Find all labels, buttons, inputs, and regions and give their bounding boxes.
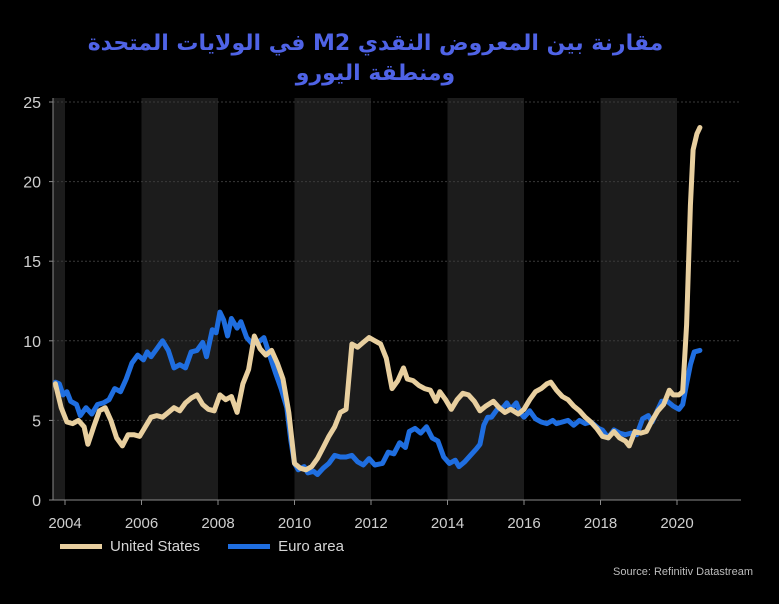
legend-swatch-us (60, 544, 102, 549)
chart-title-line-1: مقارنة بين المعروض النقدي M2 في الولايات… (87, 31, 664, 56)
x-tick-label: 2004 (48, 515, 81, 532)
x-tick-label: 2020 (660, 515, 693, 532)
x-axis-ticks: 2004 2006 2008 2010 2012 2014 2016 2018 2020 (48, 500, 694, 532)
shaded-bands (53, 98, 677, 500)
legend-label-euro: Euro area (278, 538, 344, 555)
shaded-band (600, 98, 677, 500)
y-tick-label: 20 (23, 175, 41, 192)
y-tick-label: 15 (23, 254, 41, 271)
x-tick-label: 2006 (125, 515, 158, 532)
x-tick-label: 2012 (354, 515, 387, 532)
x-tick-label: 2010 (278, 515, 311, 532)
y-tick-label: 0 (32, 493, 41, 510)
gridlines (53, 101, 741, 421)
shaded-band (294, 98, 371, 500)
series-lines (52, 125, 703, 477)
shaded-band (141, 98, 218, 500)
x-tick-label: 2014 (431, 515, 464, 532)
series-line-united-states (52, 125, 703, 473)
shaded-band (53, 98, 65, 500)
y-tick-label: 10 (23, 334, 41, 351)
legend-label-us: United States (110, 538, 201, 555)
legend: United States Euro area (60, 538, 372, 555)
shaded-band (447, 98, 524, 500)
axes (52, 98, 741, 501)
legend-item-us[interactable]: United States (60, 538, 200, 555)
x-tick-label: 2008 (201, 515, 234, 532)
legend-item-euro[interactable]: Euro area (228, 538, 344, 555)
chart-title-line-2: ومنطقة اليورو (295, 61, 456, 86)
source-note: Source: Refinitiv Datastream (613, 566, 753, 578)
y-axis-ticks: 0 5 10 15 20 25 (23, 95, 53, 510)
x-tick-label: 2016 (507, 515, 540, 532)
y-tick-label: 25 (23, 95, 41, 112)
legend-swatch-euro (228, 544, 271, 549)
y-tick-label: 5 (32, 413, 41, 430)
x-tick-label: 2018 (584, 515, 617, 532)
